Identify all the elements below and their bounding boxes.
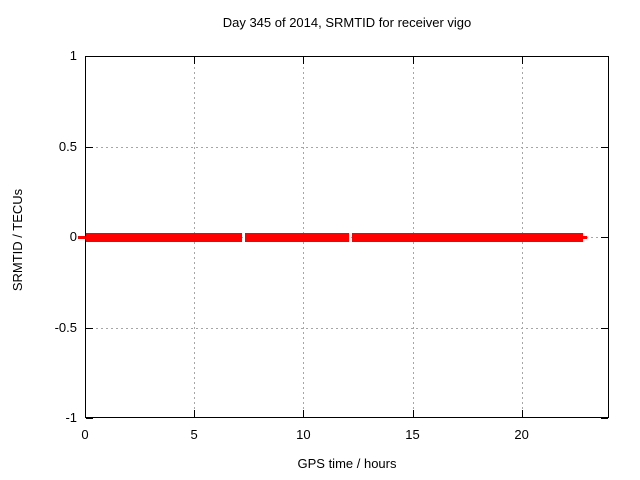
x-tick-label: 15	[405, 427, 420, 442]
x-tick-mark-top	[412, 57, 414, 64]
y-tick-mark-right	[601, 327, 608, 329]
y-tick-mark-left	[86, 146, 93, 148]
x-tick-mark-top	[521, 57, 523, 64]
gridline-horizontal	[86, 146, 608, 148]
x-tick-label: 20	[514, 427, 529, 442]
x-tick-label: 5	[190, 427, 198, 442]
x-tick-mark-top	[194, 57, 196, 64]
y-tick-label: 0	[69, 229, 77, 244]
x-tick-mark-bottom	[521, 410, 523, 417]
x-tick-mark-bottom	[194, 410, 196, 417]
x-tick-mark-bottom	[412, 410, 414, 417]
y-tick-mark-right	[601, 146, 608, 148]
gridline-horizontal	[86, 327, 608, 329]
y-tick-mark-right	[601, 418, 608, 419]
plot-area-frame	[85, 56, 609, 418]
y-tick-label: 0.5	[58, 138, 77, 154]
y-tick-label: -1	[65, 410, 77, 425]
x-tick-label: 10	[296, 427, 311, 442]
series-line-endcap	[78, 236, 85, 239]
x-tick-mark-top	[303, 57, 305, 64]
x-tick-mark-bottom	[303, 410, 305, 417]
series-line-segment	[85, 233, 242, 242]
series-line-endcap	[583, 236, 588, 239]
y-tick-label: 1	[69, 48, 77, 63]
x-axis-label: GPS time / hours	[297, 456, 397, 471]
y-tick-mark-right	[601, 237, 608, 238]
x-tick-label: 0	[81, 427, 89, 442]
y-tick-label: -0.5	[54, 319, 77, 335]
chart-title: Day 345 of 2014, SRMTID for receiver vig…	[222, 15, 472, 30]
y-tick-mark-left	[86, 418, 93, 419]
series-line-segment	[245, 233, 350, 242]
y-tick-mark-left	[86, 327, 93, 329]
series-line-segment	[352, 233, 583, 242]
